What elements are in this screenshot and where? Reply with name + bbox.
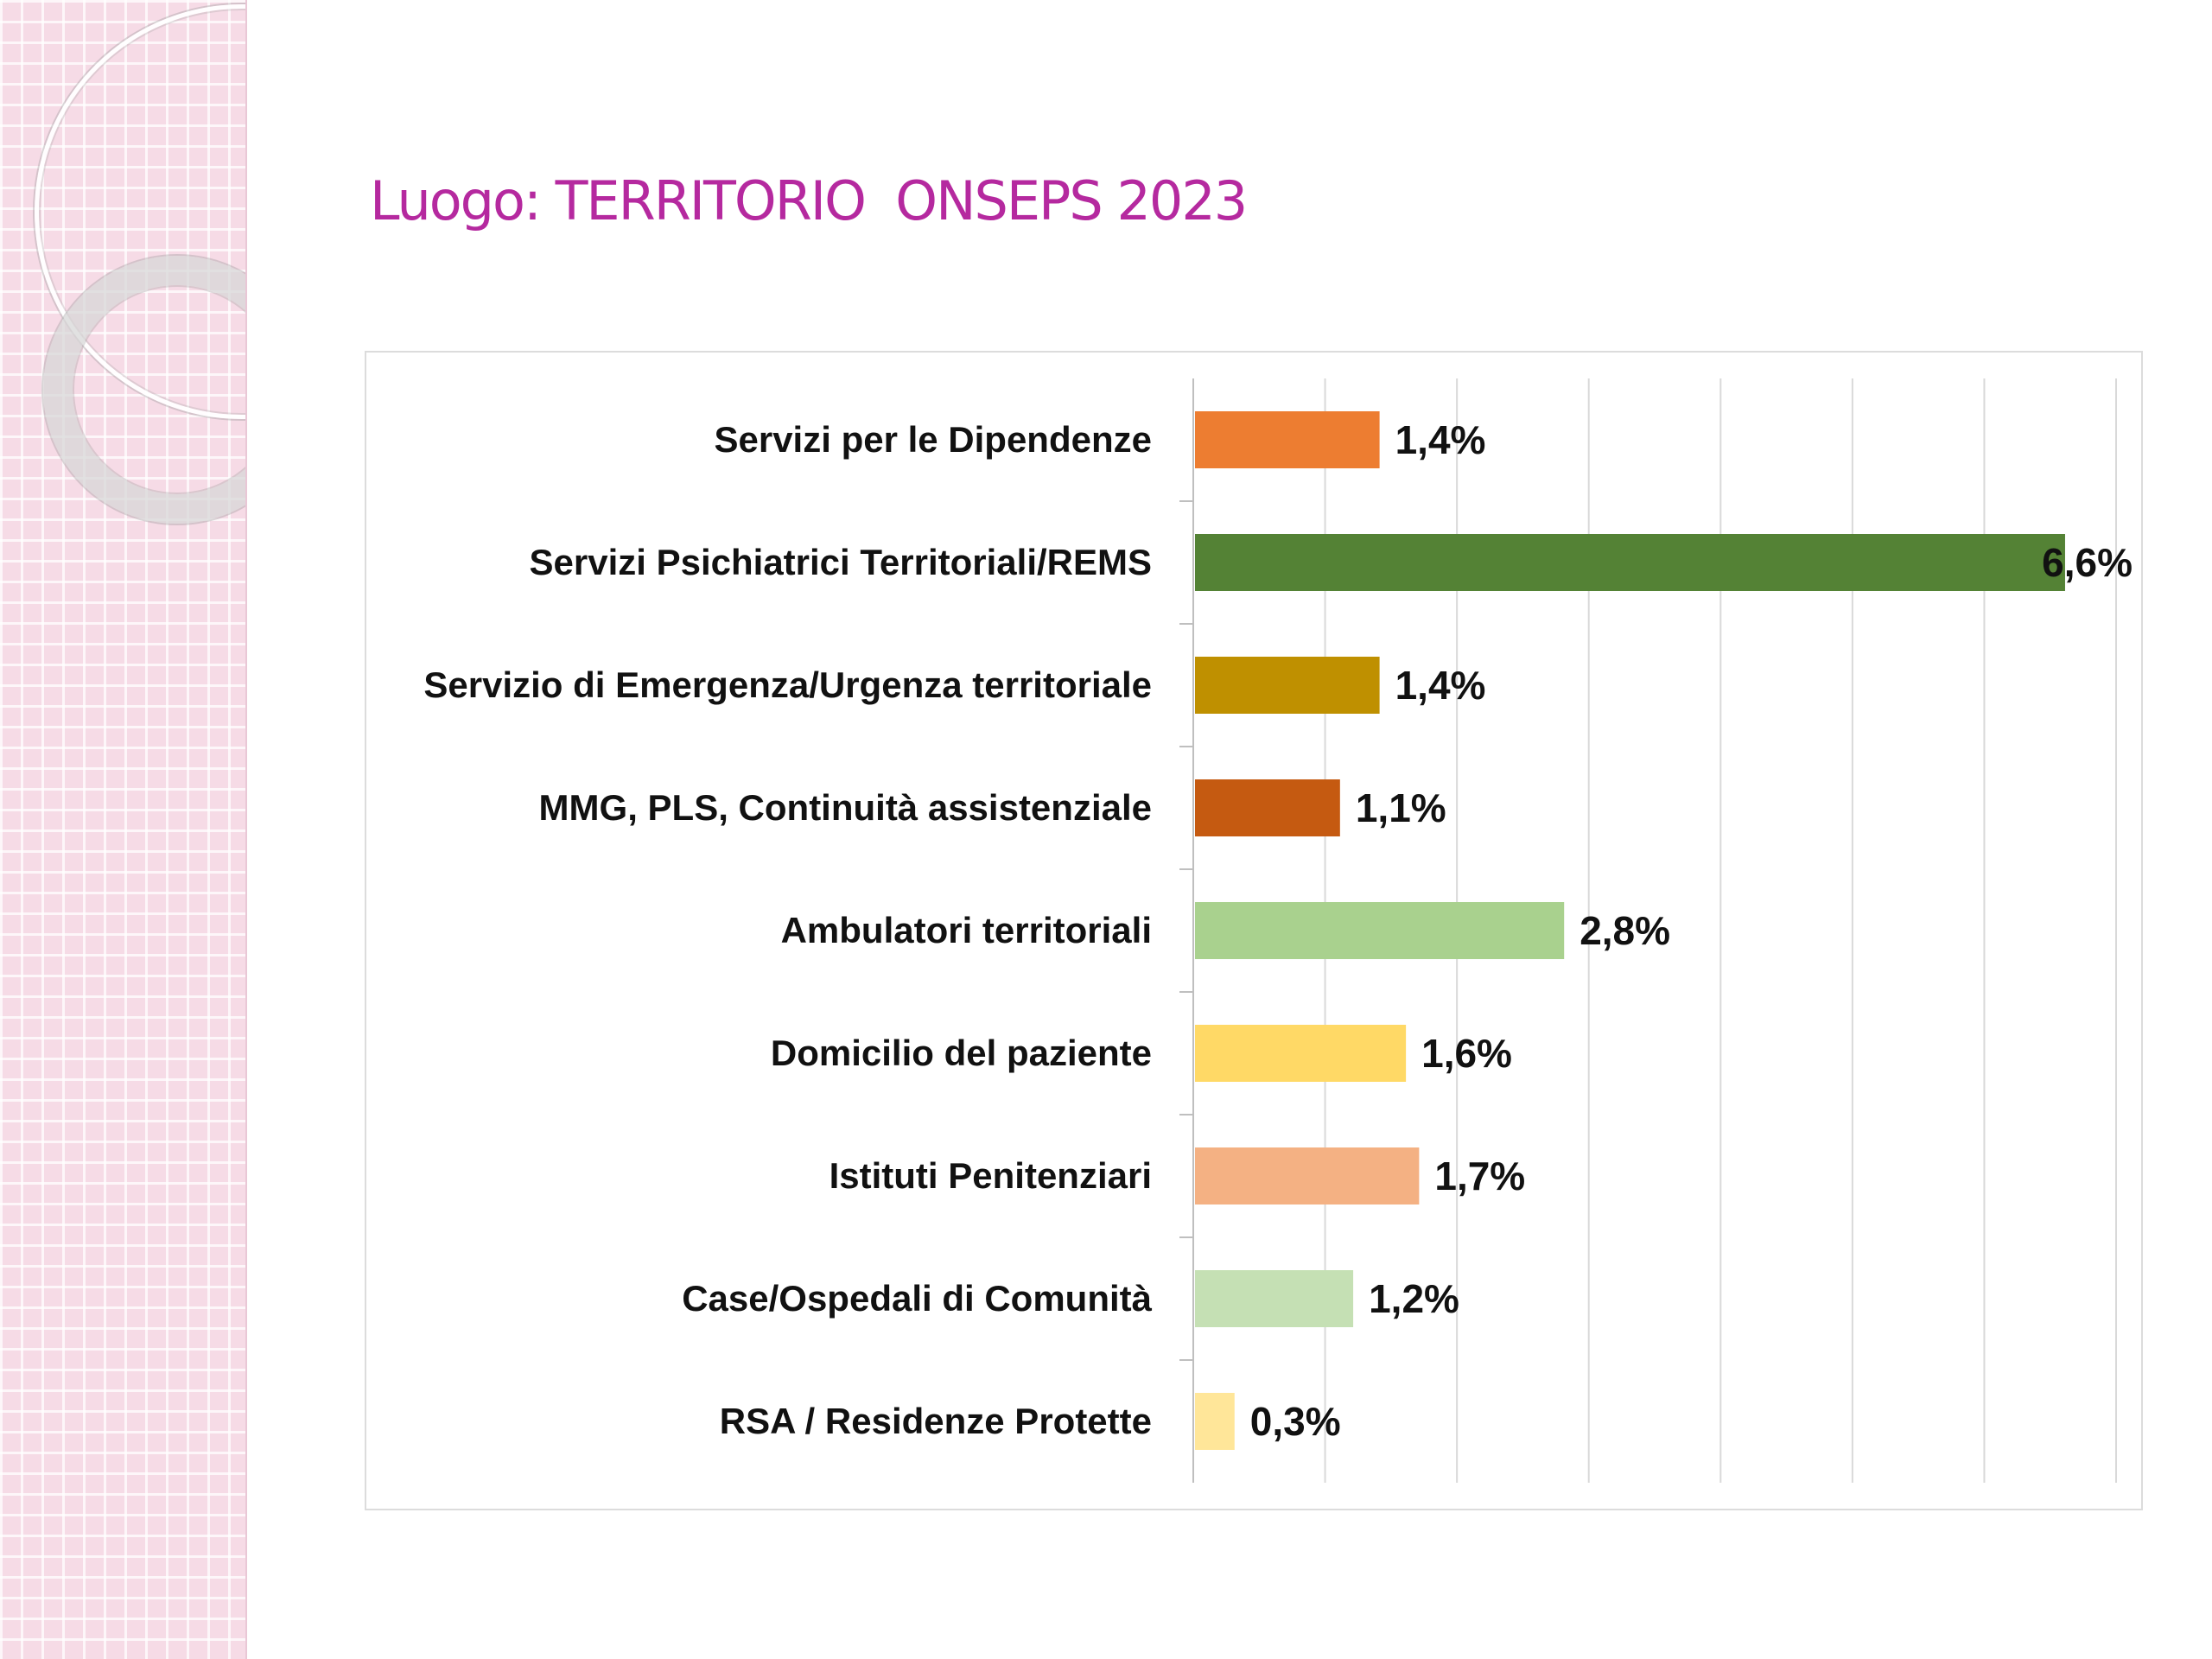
category-label: RSA / Residenze Protette — [720, 1401, 1152, 1441]
bar — [1195, 779, 1340, 836]
bar — [1195, 1270, 1354, 1327]
data-label: 2,8% — [1580, 908, 1670, 953]
bar — [1195, 1147, 1420, 1205]
category-label: Servizi Psichiatrici Territoriali/REMS — [530, 542, 1152, 582]
category-label: Domicilio del paziente — [771, 1033, 1152, 1073]
data-label: 6,6% — [2042, 540, 2133, 585]
category-label: MMG, PLS, Continuità assistenziale — [539, 787, 1152, 828]
bar — [1195, 657, 1380, 714]
category-label: Ambulatori territoriali — [781, 910, 1152, 950]
category-label: Servizi per le Dipendenze — [714, 419, 1152, 460]
data-label: 1,4% — [1395, 663, 1486, 708]
data-label: 1,4% — [1395, 417, 1486, 462]
bar-chart: Servizi per le Dipendenze 1,4% Servizi Psi… — [423, 378, 2133, 1483]
data-label: 1,2% — [1369, 1276, 1459, 1321]
data-label: 1,1% — [1356, 785, 1446, 830]
slide-title: Luogo: TERRITORIO ONSEPS 2023 — [370, 169, 1248, 232]
bar — [1195, 411, 1380, 468]
bar — [1195, 1393, 1235, 1450]
data-label: 1,6% — [1421, 1031, 1512, 1076]
bar — [1195, 1025, 1407, 1082]
data-label: 1,7% — [1434, 1154, 1525, 1198]
bar — [1195, 902, 1565, 959]
category-label: Istituti Penitenziari — [830, 1155, 1152, 1196]
decorative-rings — [0, 0, 245, 1659]
data-label: 0,3% — [1250, 1399, 1341, 1444]
category-label: Case/Ospedali di Comunità — [682, 1278, 1152, 1319]
decorative-side-band — [0, 0, 247, 1659]
category-label: Servizio di Emergenza/Urgenza territoria… — [423, 664, 1152, 705]
chart-frame: Servizi per le Dipendenze 1,4% Servizi Psi… — [365, 351, 2143, 1510]
bar — [1195, 534, 2065, 591]
